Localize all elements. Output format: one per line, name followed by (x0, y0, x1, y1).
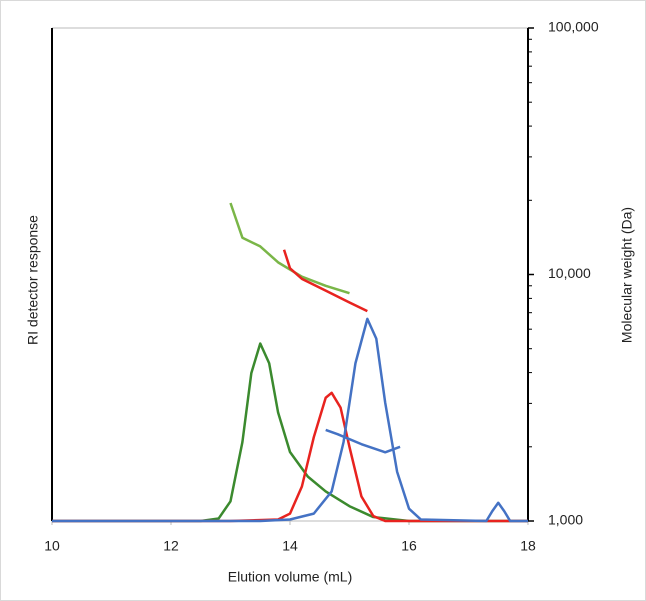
y-axis-title: RI detector response (25, 215, 41, 345)
series-line (52, 342, 528, 523)
x-tick-label: 18 (520, 538, 536, 554)
x-axis-title: Elution volume (mL) (228, 569, 353, 585)
y2-axis-title: Molecular weight (Da) (619, 207, 635, 343)
x-tick-label: 10 (44, 538, 60, 554)
series-line (52, 317, 528, 523)
y2-tick-label: 1,000 (548, 512, 583, 528)
series-line (282, 249, 368, 313)
x-tick-label: 16 (401, 538, 417, 554)
series-line (325, 428, 401, 454)
series-line (229, 202, 350, 295)
x-tick-label: 14 (282, 538, 298, 554)
x-tick-label: 12 (163, 538, 179, 554)
y2-tick-label: 100,000 (548, 19, 599, 35)
series-line (52, 391, 528, 523)
y2-tick-label: 10,000 (548, 265, 591, 281)
